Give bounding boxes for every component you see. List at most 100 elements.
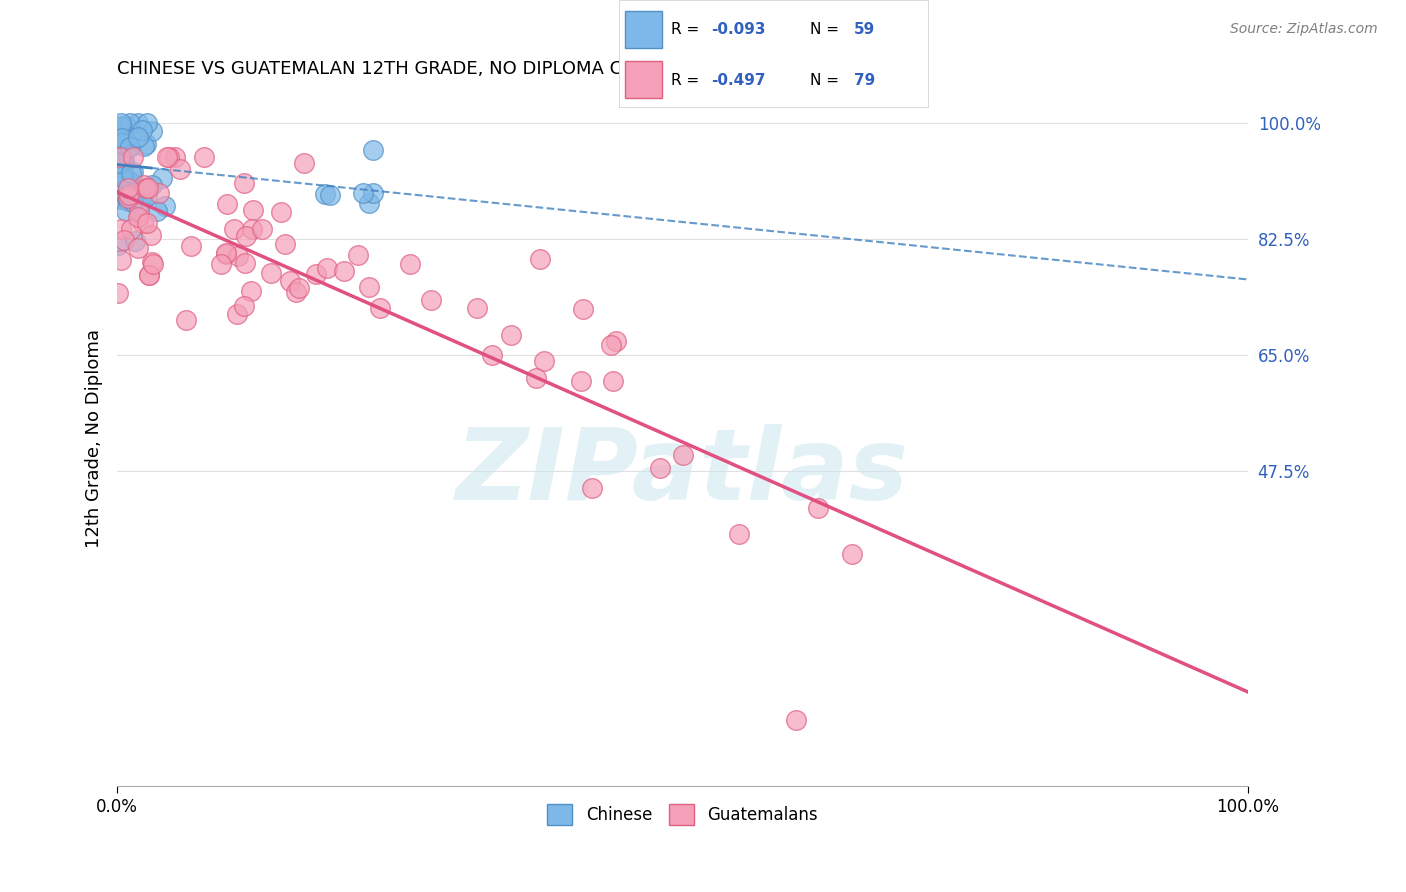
Point [292,156,315,170]
Point [481,348,503,362]
Point [108,166,131,180]
Point [134,139,156,153]
Point [150,171,173,186]
Point [572,301,595,316]
Point [118,139,141,153]
Point [235,256,257,270]
Point [118,177,141,191]
Point [107,142,129,156]
Point [141,178,163,192]
Point [319,188,342,202]
Text: N =: N = [810,22,844,37]
Point [242,203,264,218]
Point [841,547,863,561]
Point [180,239,202,253]
Point [118,187,141,202]
Point [110,149,132,163]
Point [111,167,134,181]
Point [132,188,155,202]
Point [115,204,138,219]
Point [107,155,129,169]
FancyBboxPatch shape [624,11,662,48]
Point [209,257,232,271]
Point [128,197,150,211]
Point [648,460,671,475]
Point [146,204,169,219]
Point [526,371,548,385]
Point [127,116,149,130]
Point [305,267,328,281]
Point [128,205,150,219]
Point [419,293,441,308]
Point [288,280,311,294]
Point [671,448,693,462]
Point [252,221,274,235]
Point [314,186,336,201]
Legend: Chinese, Guatemalans: Chinese, Guatemalans [538,796,827,833]
Point [605,334,627,348]
Point [135,216,157,230]
Point [148,186,170,200]
Point [110,253,132,268]
Point [581,481,603,495]
Point [363,143,385,157]
Point [332,264,354,278]
Point [240,222,263,236]
Point [117,194,139,209]
Point [232,176,254,190]
Text: R =: R = [671,73,704,87]
Text: -0.497: -0.497 [711,73,766,87]
Point [169,162,191,177]
Point [111,145,134,159]
Text: R =: R = [671,22,704,37]
Point [226,249,249,263]
Y-axis label: 12th Grade, No Diploma: 12th Grade, No Diploma [86,328,103,548]
Text: -0.093: -0.093 [711,22,766,37]
Point [138,268,160,282]
Text: N =: N = [810,73,844,87]
Point [107,238,129,252]
Point [124,234,146,248]
Point [135,136,157,151]
Point [121,164,143,178]
Point [284,285,307,299]
Point [529,252,551,266]
Point [533,354,555,368]
Point [270,204,292,219]
Point [142,257,165,271]
Point [118,140,141,154]
Point [107,162,129,177]
Point [215,245,238,260]
Point [138,268,160,283]
Point [132,216,155,230]
Point [112,153,135,168]
Point [136,189,159,203]
Point [398,257,420,271]
Point [111,130,134,145]
Point [110,119,132,133]
Point [127,211,149,225]
Point [361,186,384,200]
Point [117,181,139,195]
Point [222,221,245,235]
Point [136,181,159,195]
Point [357,196,380,211]
Point [141,255,163,269]
Point [215,196,238,211]
Point [120,130,142,145]
Point [107,177,129,191]
Point [728,527,751,541]
Point [110,192,132,206]
Point [117,192,139,206]
Point [352,186,374,201]
Point [120,175,142,189]
Point [110,116,132,130]
Text: Source: ZipAtlas.com: Source: ZipAtlas.com [1230,22,1378,37]
Point [785,713,807,727]
Point [225,307,247,321]
Point [108,155,131,169]
Point [134,178,156,192]
Point [316,260,339,275]
Point [239,285,262,299]
Point [122,194,145,209]
